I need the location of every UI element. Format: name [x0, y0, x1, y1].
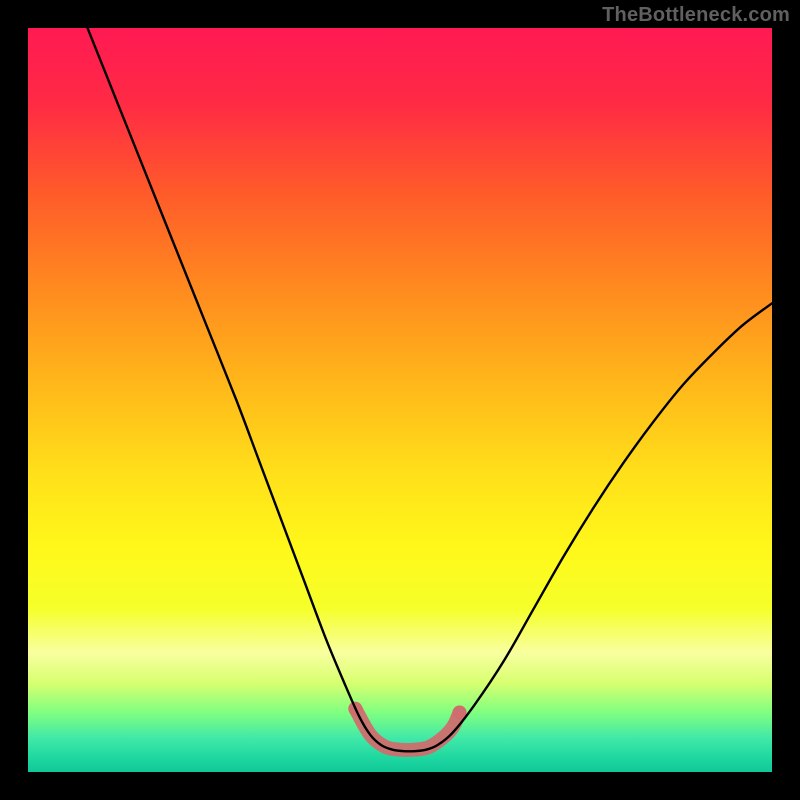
watermark-text: TheBottleneck.com	[602, 4, 790, 27]
plot-background	[28, 28, 772, 772]
chart-stage: TheBottleneck.com	[0, 0, 800, 800]
bottleneck-chart	[0, 0, 800, 800]
